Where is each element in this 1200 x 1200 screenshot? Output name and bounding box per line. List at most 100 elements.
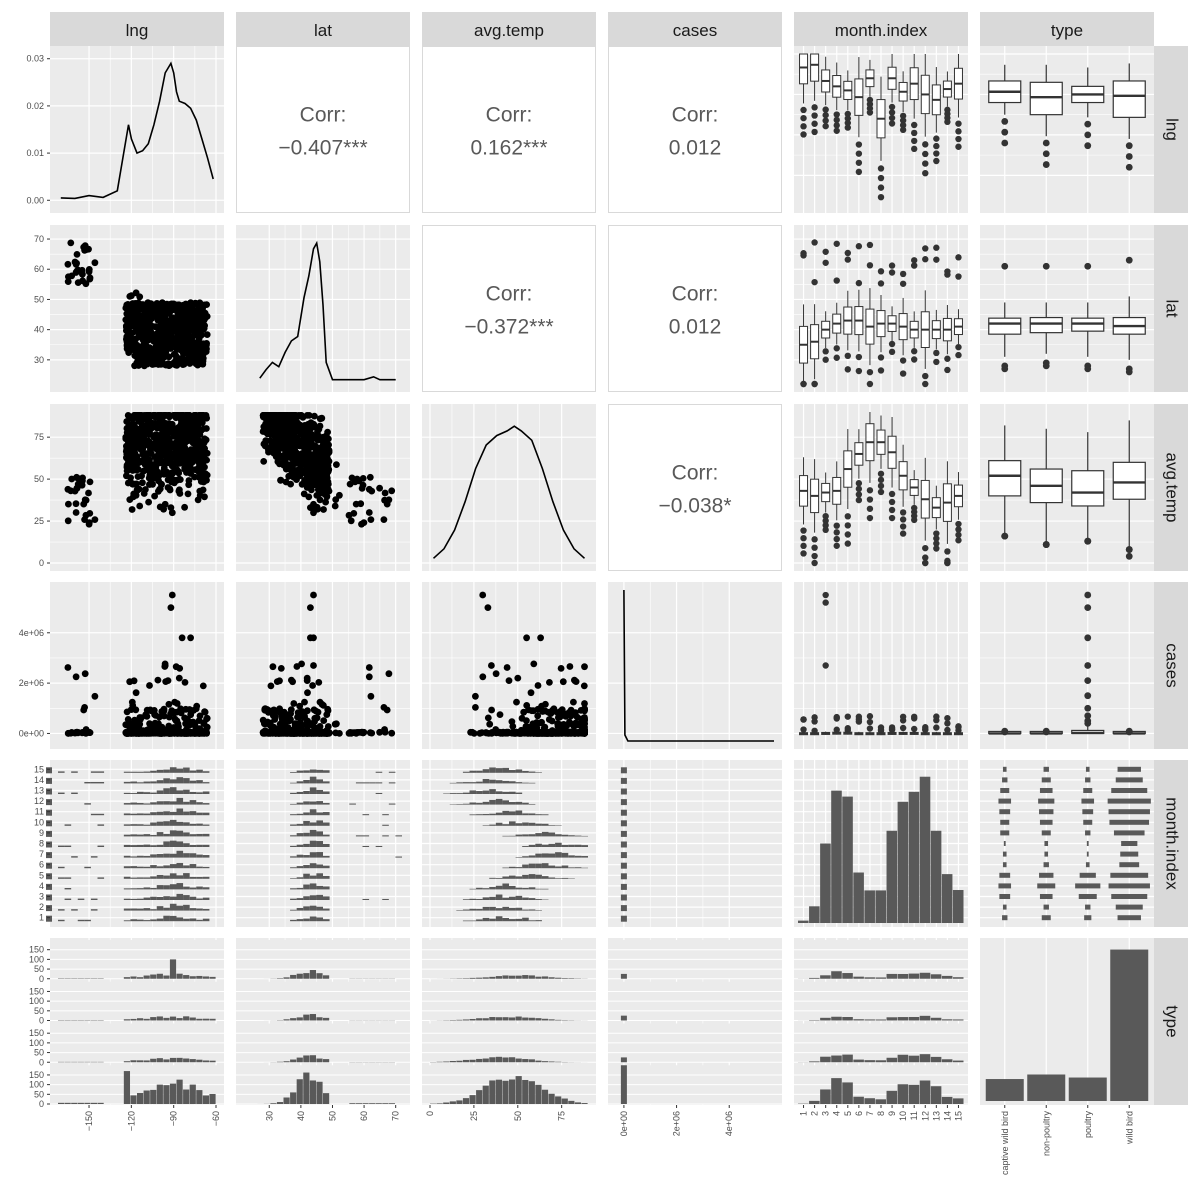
data-point [527, 689, 535, 697]
data-point [479, 591, 487, 599]
data-point [546, 679, 553, 686]
data-point [479, 673, 487, 681]
month-hist-bar [156, 918, 164, 922]
row-strip-cases [1154, 582, 1188, 749]
data-point [162, 458, 170, 465]
month-box-outlier [811, 559, 818, 567]
data-point [161, 330, 169, 337]
data-point [307, 443, 315, 451]
data-point [128, 422, 136, 430]
box-outlier [1125, 142, 1133, 150]
data-point [175, 475, 183, 483]
data-point [130, 336, 138, 344]
data-point [380, 704, 388, 711]
data-point [332, 496, 340, 503]
data-point [199, 729, 207, 737]
month-box-outlier [800, 542, 807, 550]
month-box-outlier [811, 536, 818, 543]
data-point [147, 332, 154, 340]
data-point [143, 450, 150, 458]
data-point [261, 729, 269, 737]
box-outlier [1084, 704, 1092, 712]
month-box-outlier [911, 121, 918, 129]
data-point [145, 417, 153, 424]
month-box-outlier [866, 718, 874, 726]
month-box-outlier [800, 131, 807, 138]
data-point [126, 293, 134, 300]
data-point [184, 417, 192, 424]
data-point [181, 466, 189, 473]
data-point [175, 674, 183, 682]
data-point [503, 664, 511, 671]
data-point [287, 710, 294, 717]
data-point [346, 480, 354, 488]
data-point [272, 439, 280, 447]
data-point [168, 591, 176, 599]
data-point [197, 478, 205, 485]
box-outlier [1001, 118, 1009, 125]
data-point [310, 453, 317, 461]
month-box-outlier [888, 340, 896, 348]
data-point [194, 338, 202, 346]
data-point [182, 357, 190, 365]
data-point [177, 709, 185, 717]
data-point [365, 485, 373, 493]
month-box-outlier [899, 280, 907, 287]
month-box-outlier [800, 550, 807, 557]
data-point [153, 338, 161, 346]
month-box-outlier [866, 514, 874, 522]
month-box-outlier [911, 356, 918, 363]
data-point [151, 719, 159, 727]
data-point [192, 299, 199, 307]
data-point [293, 663, 301, 670]
month-box-outlier [955, 273, 962, 280]
month-box-outlier [844, 366, 851, 373]
data-point [276, 677, 283, 685]
corr-panel-border [608, 46, 782, 213]
data-point [140, 467, 147, 475]
data-point [269, 412, 277, 419]
month-box-outlier [877, 280, 885, 287]
data-point [139, 336, 147, 344]
box-outlier [1042, 727, 1050, 735]
data-point [482, 729, 490, 737]
corr-value: 0.162*** [470, 137, 547, 160]
data-point [187, 334, 195, 342]
data-point [547, 710, 555, 717]
data-point [72, 500, 80, 508]
data-point [132, 463, 140, 470]
box-outlier [1084, 677, 1092, 684]
data-point [264, 418, 272, 426]
box-outlier [1125, 163, 1133, 171]
data-point [147, 446, 154, 453]
data-point [157, 412, 165, 419]
month-box-outlier [822, 106, 829, 113]
month-box-outlier [944, 714, 951, 722]
month-box-outlier [933, 545, 940, 552]
strip-lat [236, 12, 410, 46]
data-point [67, 239, 75, 247]
data-point [520, 708, 528, 716]
month-box-outlier [899, 516, 907, 523]
data-point [123, 443, 131, 451]
data-point [292, 457, 299, 465]
data-point [154, 676, 162, 684]
data-point [165, 722, 173, 730]
data-point [360, 519, 368, 526]
month-box-outlier [822, 591, 829, 599]
data-point [175, 305, 182, 313]
month-box-outlier [866, 713, 874, 720]
month-box-outlier [911, 137, 918, 145]
month-box-outlier [855, 279, 863, 287]
month-box-outlier [911, 262, 918, 269]
month-box-outlier [888, 103, 896, 111]
data-point [311, 412, 318, 420]
box-outlier [1084, 120, 1092, 128]
data-point [523, 717, 530, 724]
data-point [123, 429, 131, 436]
box-outlier [1125, 552, 1133, 560]
data-point [320, 506, 327, 513]
data-point [161, 662, 169, 669]
month-box-outlier [844, 513, 851, 520]
data-point [73, 473, 80, 481]
